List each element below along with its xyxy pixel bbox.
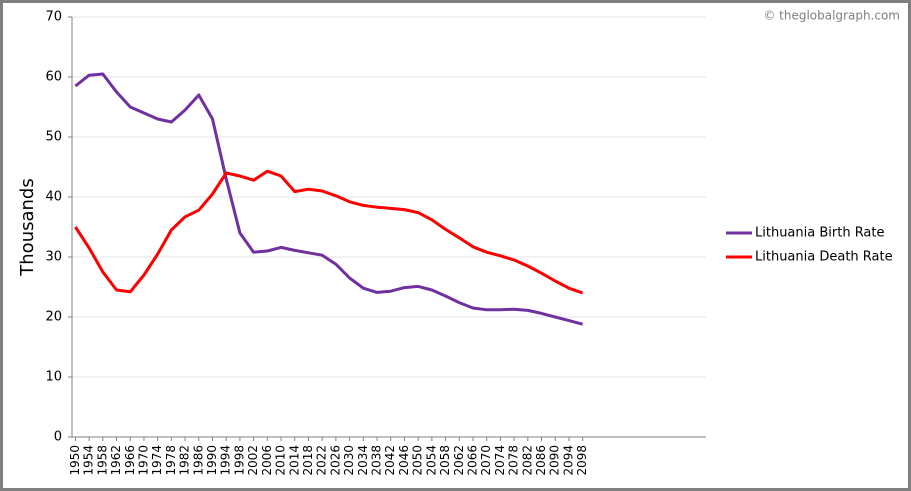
y-tick-label: 30 — [45, 250, 62, 265]
x-tick-label: 2050 — [411, 445, 425, 476]
x-tick-label: 2042 — [383, 445, 397, 476]
legend-label: Lithuania Death Rate — [755, 250, 893, 265]
x-tick-label: 1950 — [68, 445, 82, 476]
x-tick-label: 2094 — [561, 445, 575, 476]
y-tick-label: 50 — [45, 130, 62, 145]
y-tick-label: 60 — [45, 70, 62, 85]
y-tick-label: 70 — [45, 10, 62, 25]
x-tick-label: 2022 — [315, 445, 329, 476]
x-tick-label: 1982 — [178, 445, 192, 476]
x-tick-label: 1966 — [123, 445, 137, 476]
x-tick-label: 2062 — [452, 445, 466, 476]
x-tick-label: 1958 — [95, 445, 109, 476]
x-tick-label: 1990 — [205, 445, 219, 476]
y-tick-label: 20 — [45, 310, 62, 325]
x-tick-label: 2018 — [301, 445, 315, 476]
x-tick-label: 2070 — [479, 445, 493, 476]
x-tick-label: 2014 — [287, 445, 301, 476]
x-tick-label: 2030 — [342, 445, 356, 476]
x-tick-label: 2046 — [397, 445, 411, 476]
x-tick-label: 2082 — [520, 445, 534, 476]
y-axis-label: Thousands — [17, 178, 38, 276]
x-tick-label: 2010 — [274, 445, 288, 476]
x-tick-label: 1970 — [136, 445, 150, 476]
x-tick-label: 1954 — [82, 445, 96, 476]
x-tick-label: 2034 — [356, 445, 370, 476]
y-tick-label: 10 — [45, 370, 62, 385]
x-tick-label: 2038 — [370, 445, 384, 476]
legend-label: Lithuania Birth Rate — [755, 226, 885, 241]
x-tick-label: 1986 — [191, 445, 205, 476]
data-line — [74, 169, 584, 295]
x-tick-label: 2002 — [246, 445, 260, 476]
x-tick-label: 2078 — [507, 445, 521, 476]
y-tick-label: 40 — [45, 190, 62, 205]
x-tick-label: 1974 — [150, 445, 164, 476]
x-tick-label: 2006 — [260, 445, 274, 476]
x-tick-label: 2026 — [328, 445, 342, 476]
x-tick-label: 1978 — [164, 445, 178, 476]
x-tick-label: 1998 — [232, 445, 246, 476]
data-line — [74, 72, 584, 326]
x-tick-label: 2058 — [438, 445, 452, 476]
y-tick-label: 0 — [54, 430, 62, 445]
x-tick-label: 2066 — [465, 445, 479, 476]
x-tick-label: 2086 — [534, 445, 548, 476]
x-tick-label: 2098 — [575, 445, 589, 476]
x-tick-label: 2074 — [493, 445, 507, 476]
x-tick-label: 1962 — [109, 445, 123, 476]
x-tick-label: 2090 — [548, 445, 562, 476]
x-tick-label: 1994 — [219, 445, 233, 476]
watermark: © theglobalgraph.com — [763, 9, 900, 23]
x-tick-label: 2054 — [424, 445, 438, 476]
